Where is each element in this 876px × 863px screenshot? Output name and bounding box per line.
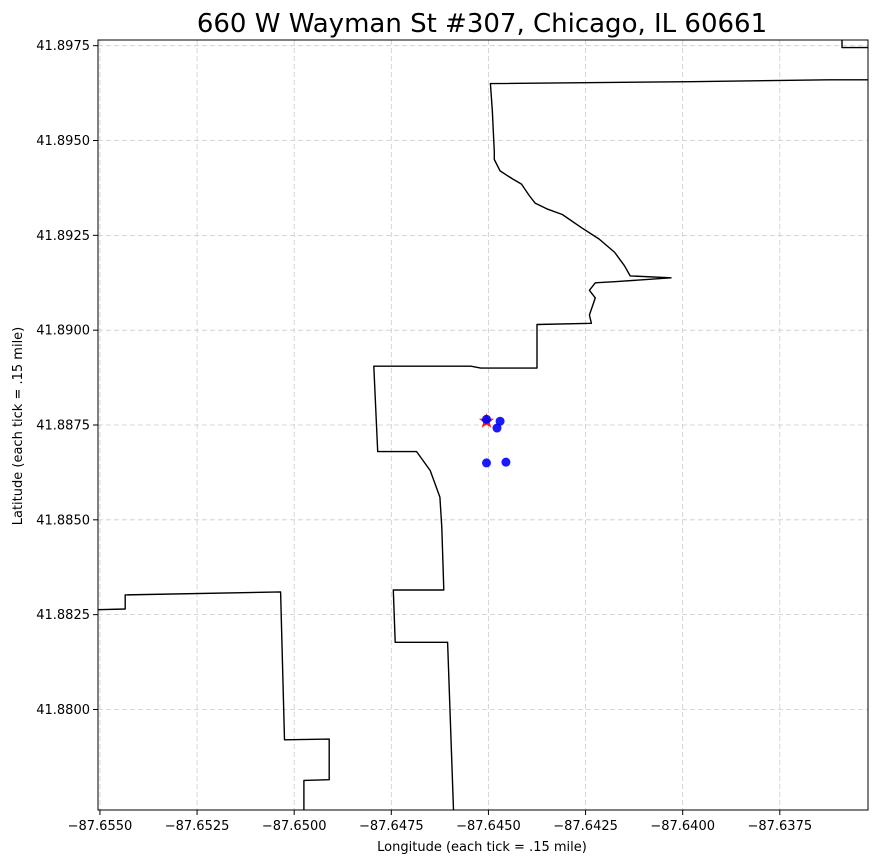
x-tick-label: −87.6425 (553, 819, 618, 834)
point-marker (495, 416, 505, 426)
point-marker (481, 414, 491, 424)
y-tick-label: 41.8850 (36, 513, 90, 528)
x-tick-label: −87.6525 (165, 819, 230, 834)
y-tick-label: 41.8875 (36, 419, 90, 434)
x-tick-label: −87.6450 (456, 819, 521, 834)
x-tick-label: −87.6400 (650, 819, 715, 834)
y-tick-label: 41.8825 (36, 608, 90, 623)
y-axis-label: Latitude (each tick = .15 mile) (11, 327, 26, 526)
x-axis-label: Longitude (each tick = .15 mile) (377, 840, 587, 855)
point-marker (501, 457, 511, 467)
point-marker (481, 458, 491, 468)
point-marker (492, 423, 502, 433)
y-tick-label: 41.8900 (36, 324, 90, 339)
boundary-lines (97, 40, 868, 811)
chart-title: 660 W Wayman St #307, Chicago, IL 60661 (197, 9, 767, 39)
x-tick-label: −87.6475 (359, 819, 424, 834)
y-tick-label: 41.8925 (36, 229, 90, 244)
y-tick-label: 41.8800 (36, 703, 90, 718)
axis-ticks: −87.6550 −87.6525 −87.6500 −87.6475 −87.6450… (36, 39, 812, 834)
boundary-line (97, 591, 330, 810)
boundary-line (373, 79, 868, 811)
boundary-line (841, 40, 868, 49)
y-tick-label: 41.8950 (36, 134, 90, 149)
y-tick-label: 41.8975 (36, 39, 90, 54)
x-tick-label: −87.6500 (262, 819, 327, 834)
x-tick-label: −87.6550 (68, 819, 133, 834)
data-points (478, 413, 511, 468)
x-tick-label: −87.6375 (747, 819, 812, 834)
